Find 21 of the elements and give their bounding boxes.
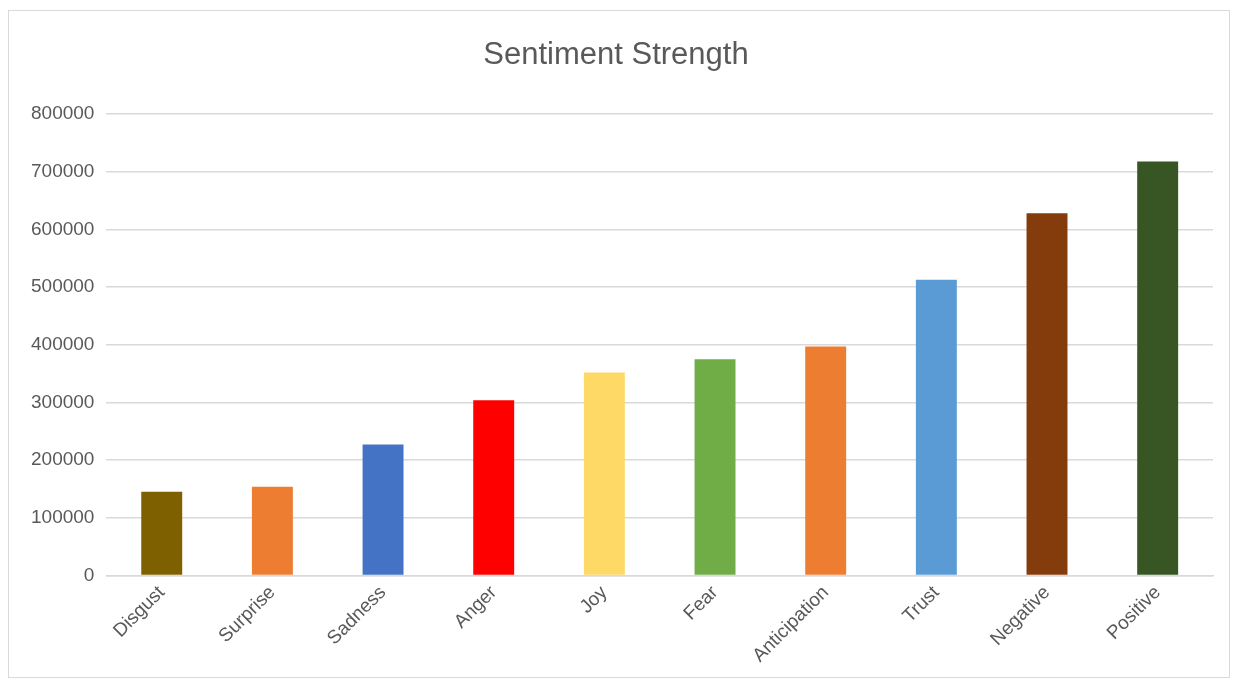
y-tick-label: 0	[83, 563, 95, 585]
bar	[1026, 213, 1068, 575]
y-tick-label: 200000	[31, 448, 95, 470]
y-tick-label: 800000	[31, 102, 95, 124]
bar	[251, 486, 293, 575]
bar	[473, 400, 515, 575]
y-tick-label: 300000	[31, 390, 95, 412]
bar	[583, 372, 625, 575]
y-tick-label: 500000	[31, 275, 95, 297]
y-tick-label: 700000	[31, 160, 95, 182]
y-tick-label: 100000	[31, 506, 95, 527]
x-tick-label: Joy	[575, 580, 612, 617]
bar	[362, 444, 404, 575]
bar	[141, 491, 183, 575]
bar	[915, 279, 957, 575]
y-tick-label: 600000	[31, 217, 95, 239]
bar	[1137, 161, 1179, 575]
bar	[805, 346, 847, 575]
y-tick-label: 400000	[31, 333, 95, 355]
chart-title: Sentiment Strength	[483, 36, 749, 72]
bar	[694, 359, 736, 575]
